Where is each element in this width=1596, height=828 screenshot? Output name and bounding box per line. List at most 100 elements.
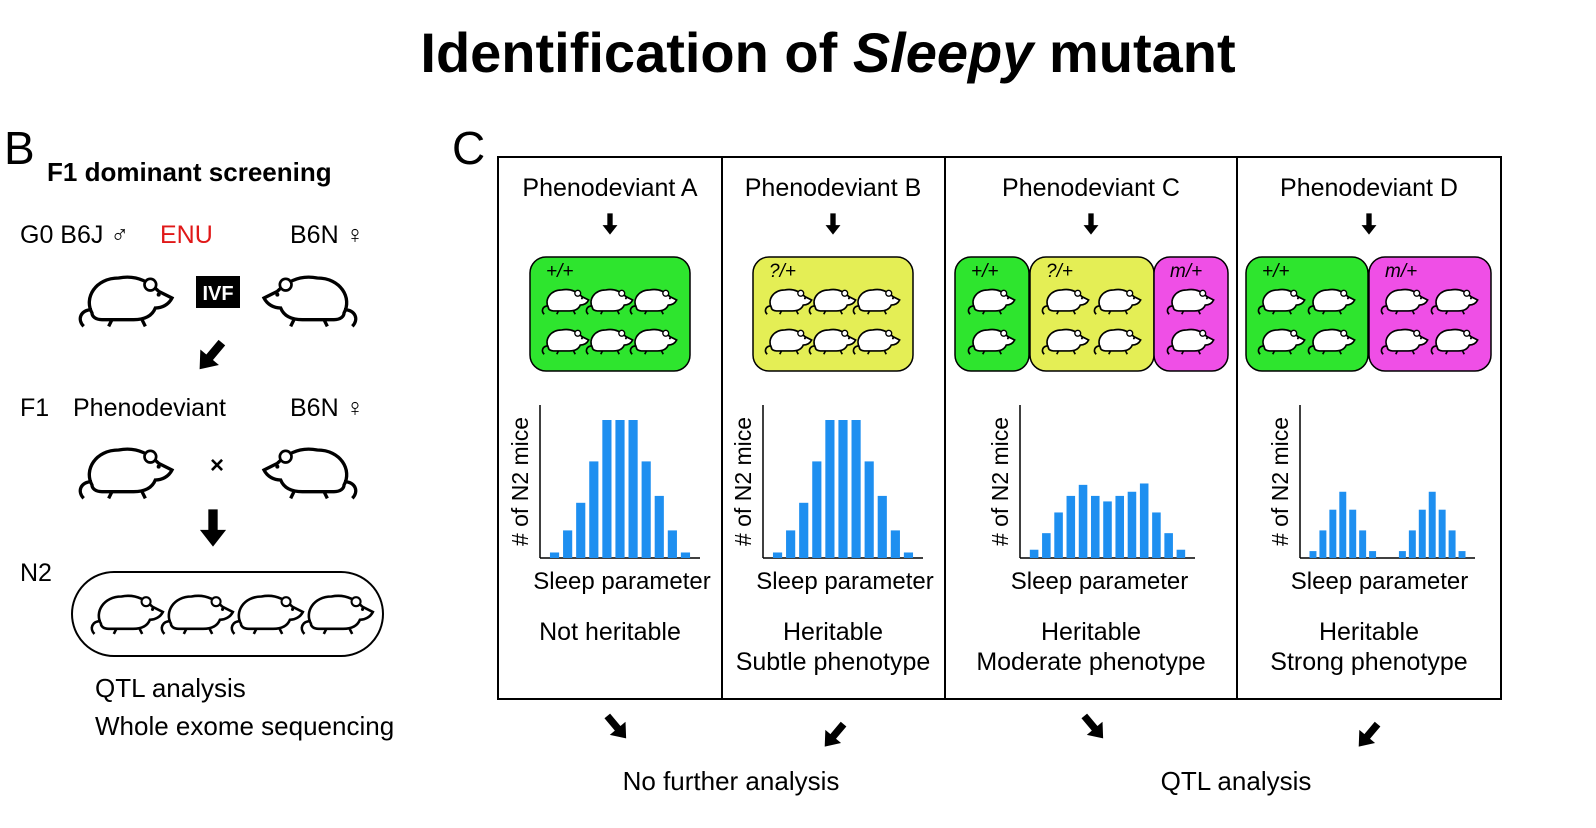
arrow: [1361, 213, 1377, 235]
mouse: [262, 275, 358, 328]
histogram-bar: [1309, 551, 1317, 558]
label: QTL analysis: [95, 673, 246, 703]
title-text: Identification of: [420, 21, 837, 84]
histogram-bar: [1369, 551, 1377, 558]
histogram-bar: [1359, 530, 1367, 558]
histogram-bar: [654, 495, 664, 558]
histogram-bar: [1398, 551, 1406, 558]
ivf-box: [196, 276, 240, 308]
histogram-bar: [825, 420, 835, 558]
histogram-bar: [1090, 495, 1100, 558]
mouse: [78, 275, 174, 328]
label: ENU: [160, 221, 213, 249]
label: F1: [20, 394, 49, 422]
panel-heading: F1 dominant screening: [47, 157, 332, 187]
arrow: [599, 709, 635, 746]
panel-letter: B: [4, 122, 35, 174]
mouse: [78, 447, 174, 500]
histogram-bar: [1458, 551, 1466, 558]
arrow: [825, 213, 841, 235]
title-italic: Sleepy: [853, 21, 1036, 84]
histogram-bar: [786, 530, 796, 558]
histogram-bar: [1418, 509, 1426, 558]
outcome: Not heritable: [539, 618, 681, 646]
outcome: Heritable: [1319, 618, 1419, 646]
outcome: Heritable: [1041, 618, 1141, 646]
arrow: [602, 213, 618, 235]
histogram-bar: [772, 552, 783, 558]
column-title: Phenodeviant D: [1280, 174, 1458, 202]
histogram-bar: [602, 420, 612, 558]
x-axis-label: Sleep parameter: [1011, 568, 1188, 595]
histogram-bar: [680, 552, 691, 558]
histogram-bar: [667, 530, 677, 558]
histogram-bar: [1408, 530, 1416, 558]
histogram-bar: [641, 461, 651, 558]
histogram-bar: [1448, 530, 1456, 558]
histogram-bar: [1127, 491, 1137, 558]
histogram-bar: [576, 502, 586, 558]
panel-b: B F1 dominant screening G0 B6J ♂ ENU B6N…: [4, 122, 394, 741]
x-axis-label: Sleep parameter: [533, 568, 710, 595]
label: B6N ♀: [290, 221, 364, 249]
arrow: [190, 334, 232, 377]
histogram-bar: [1176, 549, 1186, 558]
histogram-bar: [1054, 512, 1063, 558]
histogram-bar: [1029, 549, 1039, 558]
histogram-bar: [1329, 509, 1337, 558]
histogram-bar: [1115, 495, 1125, 558]
x-axis-label: Sleep parameter: [756, 568, 933, 595]
label: G0 B6J ♂: [20, 221, 129, 249]
histogram-bar: [838, 420, 848, 558]
y-axis-label: # of N2 mice: [987, 417, 1013, 546]
histogram-bar: [549, 552, 560, 558]
genotype-label: +/+: [971, 261, 998, 282]
genotype-label: m/+: [1385, 261, 1417, 282]
outcome: Subtle phenotype: [736, 648, 931, 676]
histogram-bar: [563, 530, 573, 558]
histogram-bar: [851, 420, 861, 558]
column-title: Phenodeviant A: [522, 174, 697, 202]
genotype-label: +/+: [1262, 261, 1289, 282]
column-title: Phenodeviant C: [1002, 174, 1180, 202]
genotype-label: ?/+: [1046, 261, 1073, 282]
arrow: [1083, 213, 1099, 235]
histogram-bar: [1078, 484, 1088, 558]
genotype-label: +/+: [546, 261, 573, 282]
x-axis-label: Sleep parameter: [1291, 568, 1468, 595]
histogram-bar: [628, 420, 638, 558]
label: IVF: [202, 283, 233, 305]
title-text: mutant: [1049, 21, 1236, 84]
arrow: [816, 717, 852, 754]
histogram-bar: [1042, 533, 1051, 558]
label: Whole exome sequencing: [95, 711, 394, 741]
histogram-bar: [1164, 533, 1173, 558]
label: ×: [210, 452, 224, 479]
histogram-bar: [1339, 491, 1347, 558]
histogram-bar: [1428, 491, 1436, 558]
histogram-bar: [890, 530, 900, 558]
y-axis-label: # of N2 mice: [1267, 417, 1293, 546]
histogram-bar: [903, 552, 914, 558]
arrow: [199, 509, 227, 547]
histogram-bar: [1152, 512, 1161, 558]
y-axis-label: # of N2 mice: [507, 417, 533, 546]
label: B6N ♀: [290, 394, 364, 422]
outcome: Moderate phenotype: [976, 648, 1205, 676]
histogram-bar: [812, 461, 822, 558]
genotype-label: m/+: [1170, 261, 1202, 282]
histogram-bar: [799, 502, 809, 558]
title: Identification of Sleepy mutant: [420, 21, 1235, 84]
histogram-bar: [1438, 509, 1446, 558]
label: N2: [20, 559, 52, 587]
panel-letter: C: [452, 122, 485, 174]
arrow: [1350, 717, 1386, 754]
arrow: [1076, 709, 1112, 746]
result-label: No further analysis: [623, 766, 840, 796]
outcome: Strong phenotype: [1270, 648, 1467, 676]
genotype-label: ?/+: [769, 261, 796, 282]
result-label: QTL analysis: [1161, 766, 1312, 796]
histogram-bar: [1139, 483, 1149, 558]
